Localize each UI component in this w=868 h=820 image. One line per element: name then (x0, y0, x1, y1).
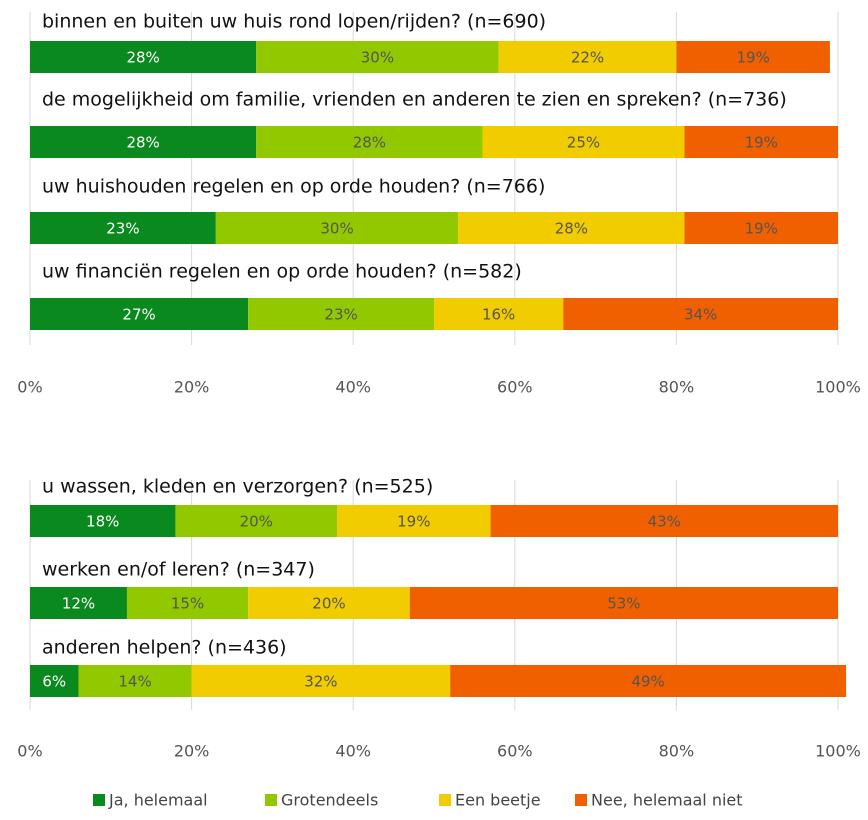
x-tick-label: 20% (174, 742, 210, 761)
bar-segment (30, 505, 176, 537)
x-tick-label: 40% (335, 742, 371, 761)
bar-segment (409, 587, 838, 619)
x-tick-label: 60% (497, 742, 533, 761)
legend-swatch (439, 794, 451, 806)
bar-segment (30, 41, 257, 73)
x-tick-label: 80% (659, 378, 695, 397)
x-tick-label: 20% (174, 378, 210, 397)
x-tick-label: 0% (17, 378, 42, 397)
bar-segment (78, 665, 192, 697)
bar-segment (126, 587, 249, 619)
legend-label: Een beetje (455, 791, 541, 810)
data-label: 20% (312, 595, 345, 613)
data-label: 43% (648, 513, 681, 531)
data-label: 14% (118, 673, 151, 691)
x-tick-label: 40% (335, 378, 371, 397)
data-label: 15% (171, 595, 204, 613)
bar-segment (30, 587, 127, 619)
legend-label: Nee, helemaal niet (591, 791, 743, 810)
bar-segment (215, 212, 459, 244)
data-label: 32% (304, 673, 337, 691)
bar-segment (30, 665, 79, 697)
category-label: anderen helpen? (n=436) (42, 637, 287, 659)
data-label: 27% (122, 306, 155, 324)
data-label: 28% (126, 134, 159, 152)
bar-segment (337, 505, 491, 537)
bar-segment (676, 41, 830, 73)
data-label: 18% (86, 513, 119, 531)
category-label: u wassen, kleden en verzorgen? (n=525) (42, 476, 433, 498)
data-label: 30% (361, 49, 394, 67)
bar-segment (563, 298, 838, 330)
bar-segment (248, 298, 434, 330)
bar-segment (434, 298, 564, 330)
bar-segment (248, 587, 410, 619)
bar-segment (191, 665, 451, 697)
legend-label: Grotendeels (281, 791, 378, 810)
x-tick-label: 80% (659, 742, 695, 761)
data-label: 23% (106, 220, 139, 238)
category-label: uw huishouden regelen en op orde houden?… (42, 176, 545, 198)
bar-segment (498, 41, 677, 73)
data-label: 28% (126, 49, 159, 67)
category-label: werken en/of leren? (n=347) (42, 559, 315, 581)
data-label: 53% (607, 595, 640, 613)
legend-swatch (265, 794, 277, 806)
legend-swatch (575, 794, 587, 806)
bar-segment (175, 505, 338, 537)
data-label: 6% (42, 673, 66, 691)
bar-segment (482, 126, 685, 158)
bar-segment (458, 212, 685, 244)
x-tick-label: 100% (815, 742, 861, 761)
bar-segment (30, 212, 216, 244)
data-label: 22% (571, 49, 604, 67)
data-label: 23% (324, 306, 357, 324)
x-tick-label: 0% (17, 742, 42, 761)
legend-label: Ja, helemaal (108, 791, 208, 810)
bar-segment (30, 298, 249, 330)
category-label: binnen en buiten uw huis rond lopen/rijd… (42, 11, 546, 33)
bar-segment (490, 505, 838, 537)
data-label: 25% (567, 134, 600, 152)
data-label: 19% (745, 220, 778, 238)
bar-segment (256, 41, 499, 73)
data-label: 49% (631, 673, 664, 691)
data-label: 19% (745, 134, 778, 152)
data-label: 34% (684, 306, 717, 324)
data-label: 28% (353, 134, 386, 152)
data-label: 28% (555, 220, 588, 238)
x-tick-label: 100% (815, 378, 861, 397)
data-label: 16% (482, 306, 515, 324)
bar-segment (30, 126, 257, 158)
data-label: 12% (62, 595, 95, 613)
data-label: 30% (320, 220, 353, 238)
data-label: 20% (240, 513, 273, 531)
category-label: de mogelijkheid om familie, vrienden en … (42, 89, 787, 111)
data-label: 19% (397, 513, 430, 531)
bar-segment (684, 126, 838, 158)
legend-swatch (93, 794, 105, 806)
category-label: uw financiën regelen en op orde houden? … (42, 261, 522, 283)
x-tick-label: 60% (497, 378, 533, 397)
bar-segment (450, 665, 847, 697)
bar-segment (684, 212, 838, 244)
bar-segment (256, 126, 483, 158)
data-label: 19% (736, 49, 769, 67)
